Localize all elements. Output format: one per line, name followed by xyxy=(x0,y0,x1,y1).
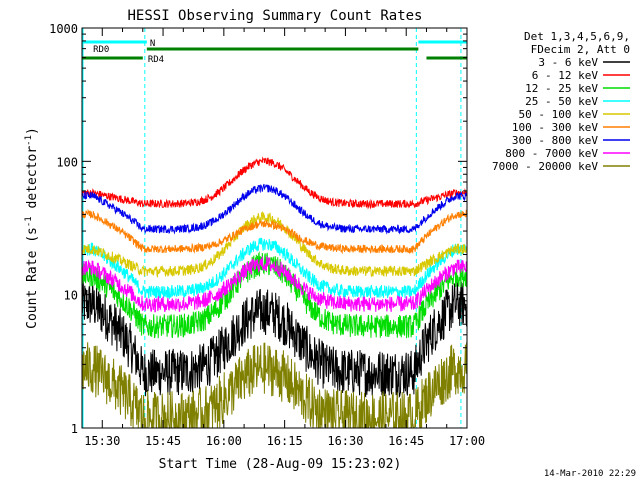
y-tick-label: 10 xyxy=(64,289,78,303)
chart-title: HESSI Observing Summary Count Rates xyxy=(127,8,422,24)
y-axis-label-sup: -1 xyxy=(24,216,34,227)
y-axis-label: Count Rate (s-1 detector-1) xyxy=(24,127,40,329)
x-tick-label: 15:45 xyxy=(145,434,181,448)
y-axis-label-sup: -1 xyxy=(24,135,34,146)
y-axis-label-part: ) xyxy=(25,127,40,135)
x-tick-label: 16:00 xyxy=(206,434,242,448)
plot-area: N RD0 RD4 xyxy=(81,28,468,430)
x-tick-label: 16:30 xyxy=(327,434,363,448)
legend-label: 7000 - 20000 keV xyxy=(492,160,598,173)
flag-label: RD0 xyxy=(93,45,109,55)
y-axis-label-part: Count Rate (s xyxy=(25,227,40,329)
series-line-5 xyxy=(81,208,468,255)
series-line-0 xyxy=(81,280,468,399)
flag-label: RD4 xyxy=(148,55,164,65)
series-line-6 xyxy=(81,183,468,235)
axes: 15:30 15:45 16:00 16:15 16:30 16:45 17:00 1 10 10… xyxy=(49,22,485,448)
legend-label: 25 - 50 keV xyxy=(525,95,598,108)
legend-label: 300 - 800 keV xyxy=(512,134,598,147)
legend-label: 12 - 25 keV xyxy=(525,82,598,95)
y-tick-label: 100 xyxy=(56,155,78,169)
legend: Det 1,3,4,5,6,9,FDecim 2, Att 03 - 6 keV… xyxy=(492,30,630,173)
series-line-7 xyxy=(81,255,468,313)
legend-header: FDecim 2, Att 0 xyxy=(531,43,630,56)
legend-header: Det 1,3,4,5,6,9, xyxy=(524,30,630,43)
y-axis-label-part: detector xyxy=(25,146,40,217)
x-tick-label: 15:30 xyxy=(84,434,120,448)
y-tick-label: 1 xyxy=(71,422,78,436)
plot-frame xyxy=(81,27,468,429)
legend-label: 100 - 300 keV xyxy=(512,121,598,134)
y-tick-label: 1000 xyxy=(49,22,78,36)
legend-label: 50 - 100 keV xyxy=(519,108,599,121)
x-tick-label: 16:15 xyxy=(267,434,303,448)
legend-label: 3 - 6 keV xyxy=(538,56,598,69)
x-tick-label: 17:00 xyxy=(449,434,485,448)
legend-label: 6 - 12 keV xyxy=(532,69,599,82)
x-axis-label: Start Time (28-Aug-09 15:23:02) xyxy=(159,457,402,472)
series-line-1 xyxy=(81,156,468,210)
x-tick-label: 16:45 xyxy=(388,434,424,448)
series-line-3 xyxy=(81,237,468,300)
flag-label: N xyxy=(150,39,155,49)
footer-timestamp: 14-Mar-2010 22:29 xyxy=(544,469,636,479)
legend-label: 800 - 7000 keV xyxy=(505,147,598,160)
series-line-4 xyxy=(81,211,468,279)
